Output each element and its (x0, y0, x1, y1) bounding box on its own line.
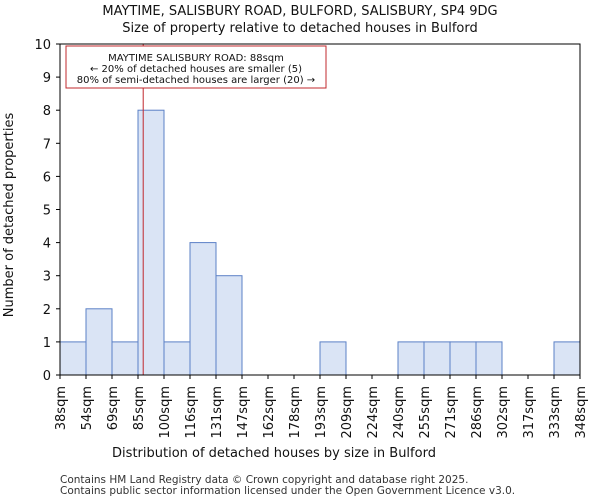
x-tick-label: 69sqm (106, 386, 121, 430)
x-tick-label: 317sqm (522, 386, 537, 439)
bar-38sqm (59, 341, 87, 376)
x-tick-label: 131sqm (210, 386, 225, 439)
y-tick-label: 4 (43, 237, 51, 252)
x-tick-label: 209sqm (340, 386, 355, 439)
x-tick-label: 193sqm (314, 386, 329, 439)
x-tick-label: 240sqm (392, 386, 407, 439)
bar-85sqm (137, 109, 165, 376)
y-tick-label: 8 (43, 104, 51, 119)
bar-271sqm (449, 341, 477, 376)
annotation-box: MAYTIME SALISBURY ROAD: 88sqm ← 20% of d… (65, 45, 327, 89)
x-tick-label: 302sqm (496, 386, 511, 439)
bar-255sqm (423, 341, 451, 376)
footer-line-1: Contains HM Land Registry data © Crown c… (60, 474, 469, 486)
bar-100sqm (163, 341, 191, 376)
chart-subtitle: Size of property relative to detached ho… (122, 21, 477, 36)
y-axis-label: Number of detached properties (2, 113, 17, 318)
bar-69sqm (111, 341, 139, 376)
y-tick-label: 2 (43, 303, 51, 318)
y-tick-label: 3 (43, 270, 51, 285)
annotation-line-2: ← 20% of detached houses are smaller (5) (90, 64, 302, 75)
bar-240sqm (397, 341, 425, 376)
x-tick-label: 147sqm (236, 386, 251, 439)
y-tick-label: 9 (43, 71, 51, 86)
y-tick-label: 10 (34, 38, 51, 53)
y-tick-label: 6 (43, 170, 51, 185)
bar-131sqm (215, 275, 243, 376)
y-tick-label: 7 (43, 137, 51, 152)
x-tick-label: 255sqm (418, 386, 433, 439)
footer-line-2: Contains public sector information licen… (60, 485, 516, 497)
x-tick-label: 38sqm (54, 386, 69, 430)
y-tick-label: 0 (43, 369, 51, 384)
bar-286sqm (475, 341, 503, 376)
bar-54sqm (85, 308, 113, 376)
x-tick-label: 333sqm (548, 386, 563, 439)
x-tick-label: 348sqm (574, 386, 589, 439)
y-tick-label: 5 (43, 204, 51, 219)
x-tick-label: 54sqm (80, 386, 95, 430)
x-tick-label: 85sqm (132, 386, 147, 430)
x-tick-label: 224sqm (366, 386, 381, 439)
x-tick-label: 100sqm (158, 386, 173, 439)
y-tick-label: 1 (43, 336, 51, 351)
annotation-line-3: 80% of semi-detached houses are larger (… (77, 75, 315, 86)
x-axis-ticks: 38sqm 54sqm 69sqm 85sqm 100sqm 116sqm 131sqm 14… (54, 375, 589, 439)
x-axis-label: Distribution of detached houses by size … (112, 446, 436, 461)
bars-group (59, 109, 581, 376)
x-tick-label: 286sqm (470, 386, 485, 439)
y-axis-ticks: 0 1 2 3 4 5 6 7 8 9 10 (34, 38, 60, 384)
x-tick-label: 178sqm (288, 386, 303, 439)
x-tick-label: 162sqm (262, 386, 277, 439)
annotation-line-1: MAYTIME SALISBURY ROAD: 88sqm (108, 53, 284, 64)
bar-193sqm (319, 341, 347, 376)
x-tick-label: 271sqm (444, 386, 459, 439)
bar-116sqm (189, 242, 217, 376)
x-tick-label: 116sqm (184, 386, 199, 439)
bar-333sqm (553, 341, 581, 376)
chart-title: MAYTIME, SALISBURY ROAD, BULFORD, SALISB… (102, 4, 497, 19)
